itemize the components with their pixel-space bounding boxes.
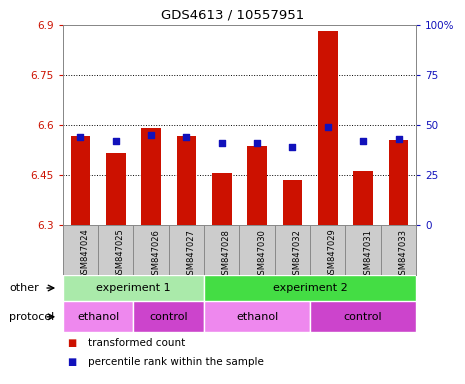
Point: [147, 132, 155, 138]
Bar: [177, 136, 196, 225]
Point: [359, 138, 367, 144]
Bar: [141, 128, 161, 225]
Point: [218, 140, 226, 146]
Bar: [318, 31, 338, 225]
Bar: [204, 275, 416, 301]
Text: GSM847030: GSM847030: [257, 228, 266, 280]
Point: [395, 136, 402, 142]
Text: control: control: [149, 312, 188, 322]
Point: [253, 140, 261, 146]
Text: ethanol: ethanol: [236, 312, 278, 322]
Text: GSM847025: GSM847025: [116, 228, 125, 280]
Text: GSM847026: GSM847026: [151, 228, 160, 280]
Text: GSM847027: GSM847027: [186, 228, 195, 280]
Text: GSM847031: GSM847031: [363, 228, 372, 280]
Text: percentile rank within the sample: percentile rank within the sample: [88, 357, 264, 367]
Text: GSM847024: GSM847024: [80, 228, 89, 280]
Point: [183, 134, 190, 140]
Text: ethanol: ethanol: [77, 312, 119, 322]
Text: GSM847033: GSM847033: [399, 228, 407, 280]
Bar: [212, 173, 232, 225]
Text: ■: ■: [67, 357, 77, 367]
Point: [289, 144, 296, 150]
Bar: [63, 275, 204, 301]
Bar: [310, 301, 416, 332]
Bar: [353, 171, 373, 225]
Text: experiment 1: experiment 1: [96, 283, 171, 293]
Bar: [63, 301, 133, 332]
Bar: [247, 146, 267, 225]
Text: protocol: protocol: [9, 312, 54, 322]
Text: ■: ■: [67, 338, 77, 348]
Text: GSM847032: GSM847032: [292, 228, 301, 280]
Point: [112, 138, 120, 144]
Bar: [204, 301, 310, 332]
Text: other: other: [9, 283, 39, 293]
Bar: [71, 136, 90, 225]
Text: GSM847028: GSM847028: [222, 228, 231, 280]
Text: experiment 2: experiment 2: [273, 283, 347, 293]
Text: transformed count: transformed count: [88, 338, 186, 348]
Bar: [389, 140, 408, 225]
Point: [77, 134, 84, 140]
Text: GDS4613 / 10557951: GDS4613 / 10557951: [161, 8, 304, 22]
Point: [324, 124, 332, 130]
Bar: [133, 301, 204, 332]
Text: GSM847029: GSM847029: [328, 228, 337, 280]
Bar: [106, 153, 126, 225]
Bar: [283, 180, 302, 225]
Text: control: control: [344, 312, 383, 322]
